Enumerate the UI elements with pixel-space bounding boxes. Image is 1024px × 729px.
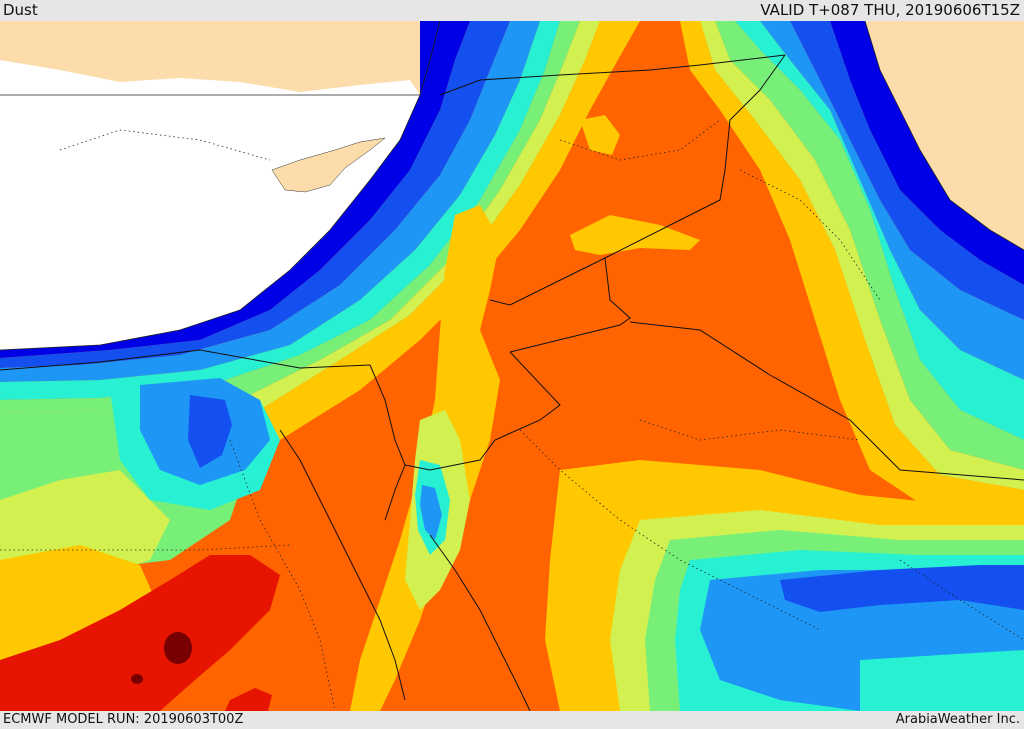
country-borders	[0, 54, 1024, 711]
dust-band-3	[0, 21, 540, 382]
dust-band-3-central	[420, 485, 442, 540]
cyprus	[271, 137, 386, 193]
dust-band-9b	[225, 688, 272, 711]
dust-band-2-south	[780, 565, 1024, 612]
dust-band-7	[0, 21, 640, 465]
province-borders	[0, 119, 1024, 711]
dust-band-7-east	[680, 21, 1024, 530]
map-title: Dust	[3, 1, 38, 19]
dust-band-4-east	[735, 21, 1024, 440]
dust-band-5-east	[715, 21, 1024, 470]
land-turkey	[0, 21, 440, 95]
dust-band-9	[0, 555, 280, 711]
dust-band-3-east	[760, 21, 1024, 380]
dust-band-2	[0, 21, 510, 368]
credit-label: ArabiaWeather Inc.	[895, 712, 1020, 727]
header-bar: Dust VALID T+087 THU, 20190606T15Z	[0, 0, 1024, 21]
dust-band-1	[0, 21, 470, 358]
dust-band-7-syria-1	[580, 115, 620, 155]
dust-forecast-map	[0, 21, 1024, 711]
dust-band-2-east	[790, 21, 1024, 320]
dust-band-4	[0, 21, 560, 400]
land-iran	[865, 21, 1024, 250]
valid-time: VALID T+087 THU, 20190606T15Z	[760, 1, 1020, 19]
model-run-label: ECMWF MODEL RUN: 20190603T00Z	[3, 712, 244, 727]
dust-band-10b	[131, 674, 143, 684]
dust-band-6-east	[700, 21, 1024, 490]
dust-band-4-south-b	[860, 650, 1024, 711]
dust-band-10	[164, 632, 192, 664]
coastlines	[0, 21, 1024, 351]
dust-band-2-west	[188, 395, 232, 468]
dust-band-7-syria-2	[570, 215, 700, 255]
dust-band-1-east	[830, 21, 1024, 285]
footer-bar: ECMWF MODEL RUN: 20190603T00Z ArabiaWeat…	[0, 711, 1024, 729]
mediterranean-sea	[0, 60, 420, 350]
